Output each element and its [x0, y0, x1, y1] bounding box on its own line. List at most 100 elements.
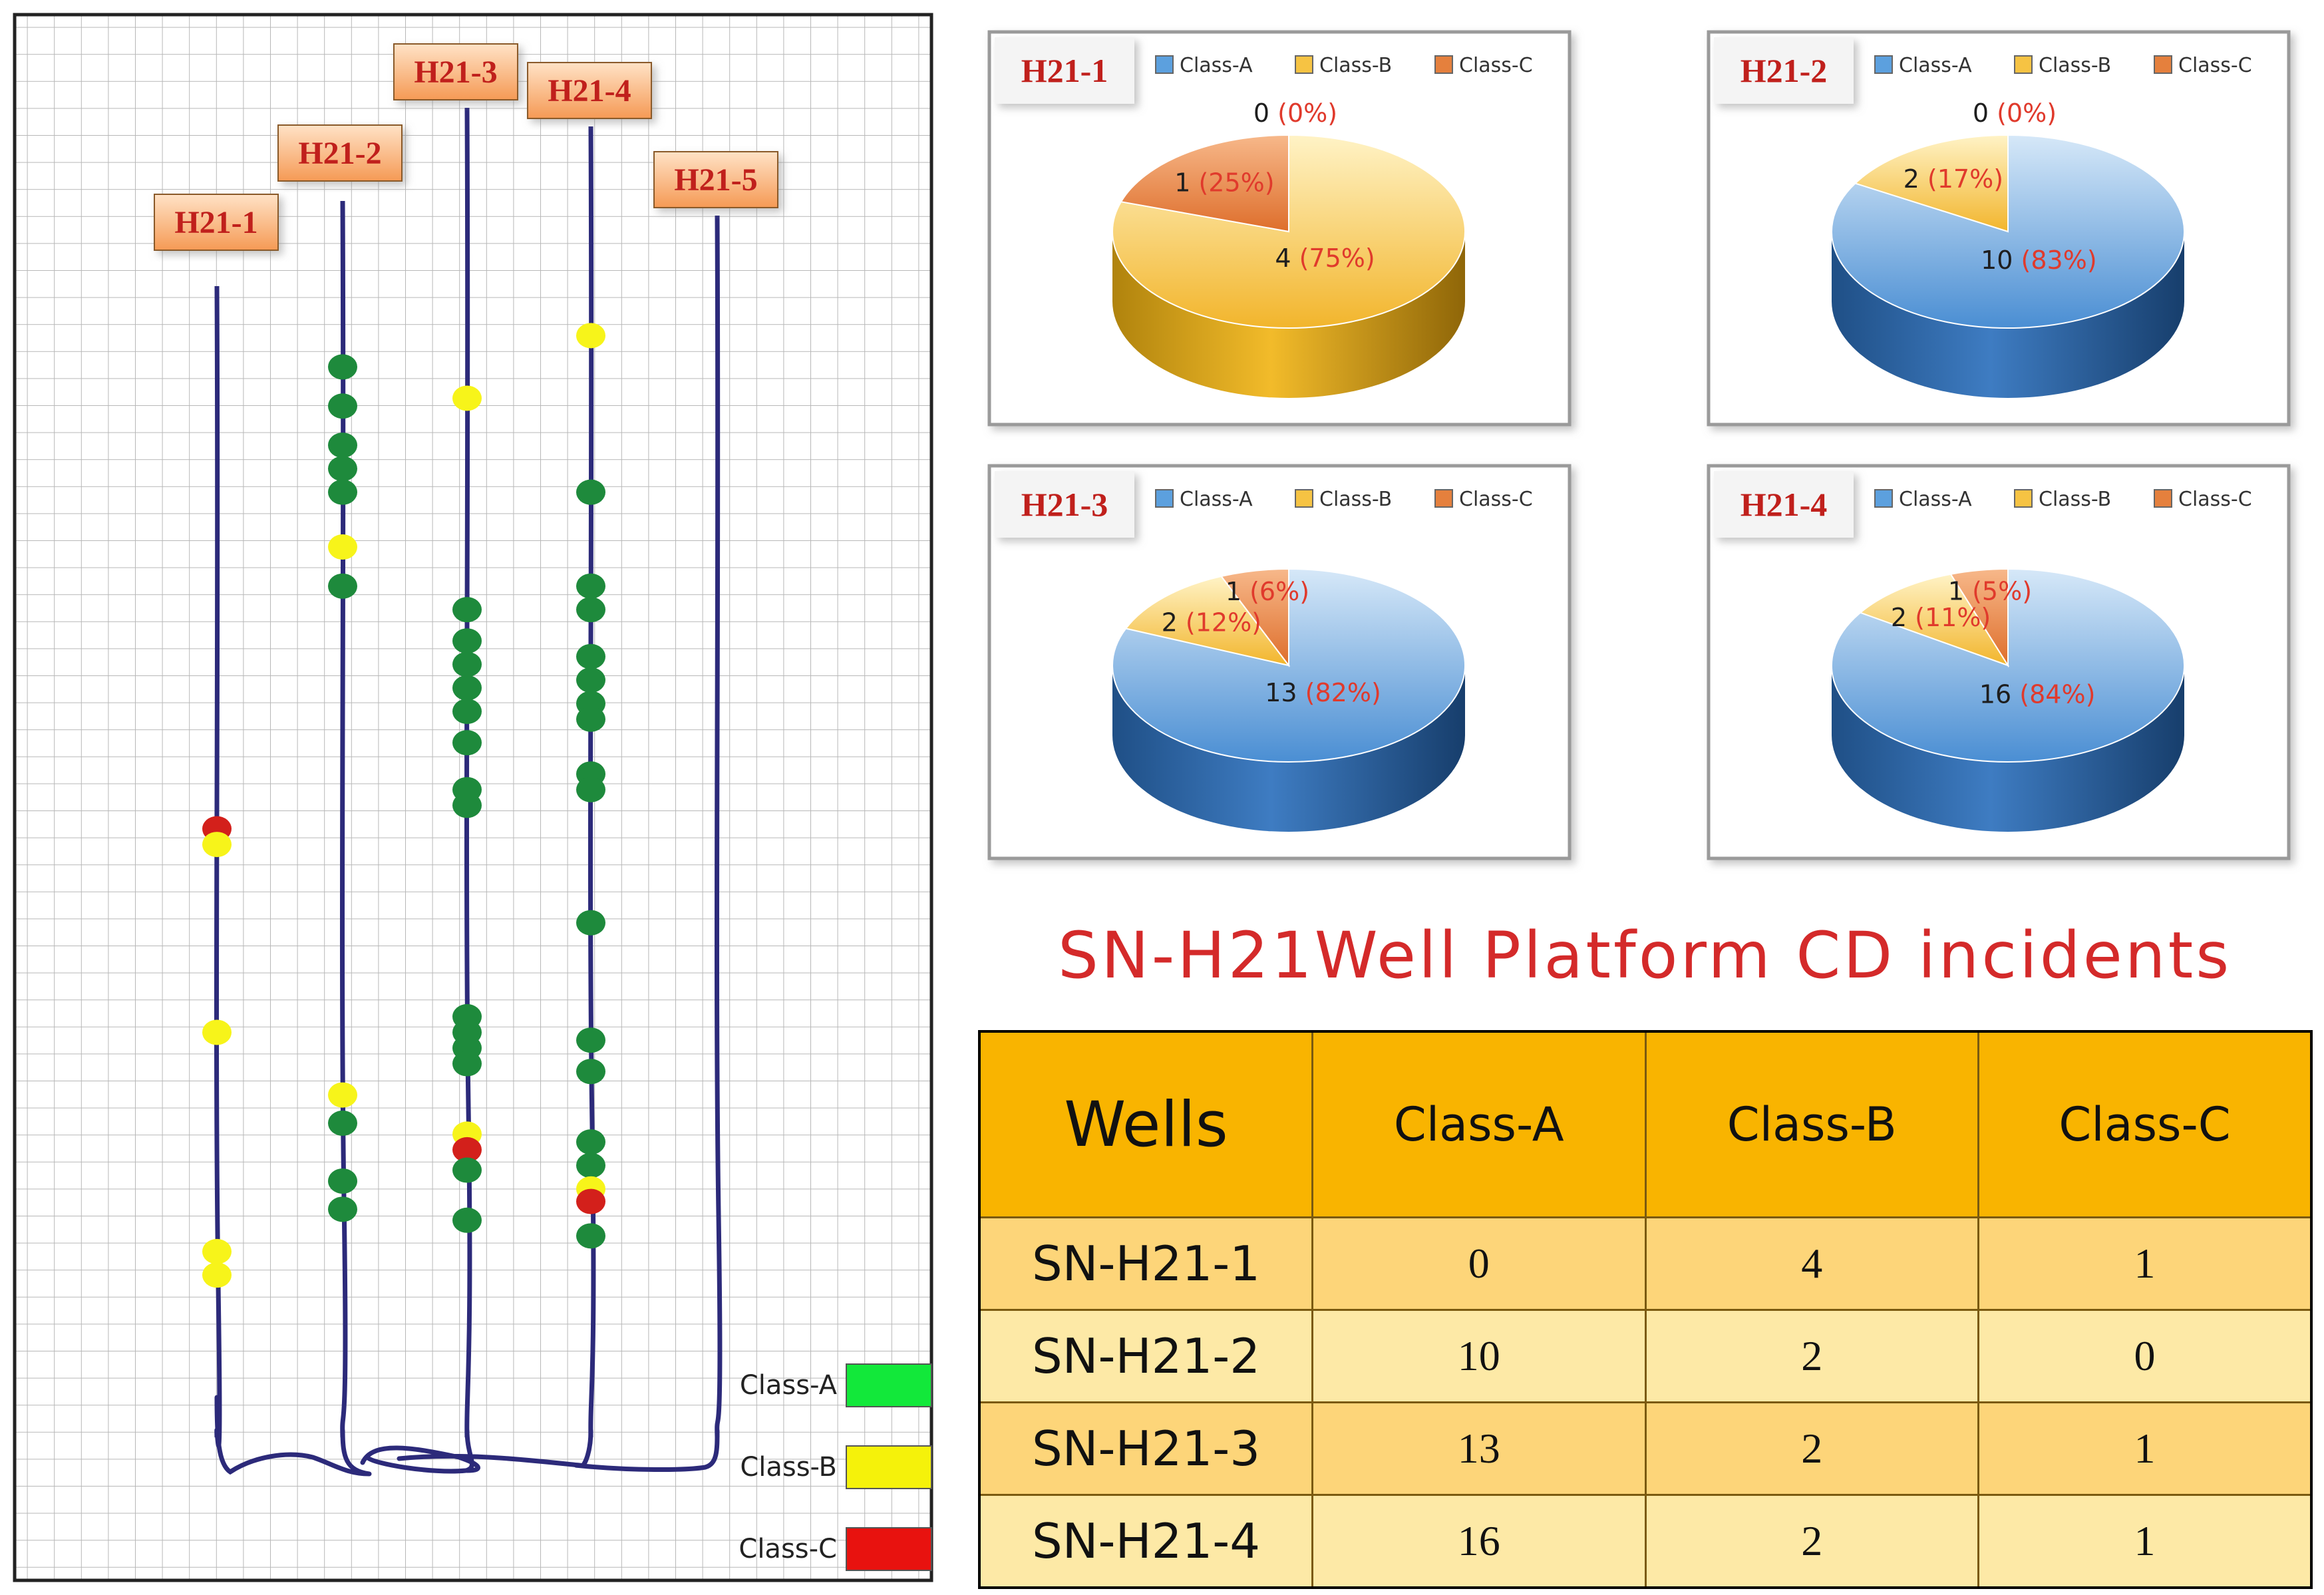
table-cell-class-b: 2: [1644, 1494, 1979, 1589]
pie-legend-swatch: [2014, 55, 2033, 74]
pie-slice-class-c: [1220, 568, 1289, 667]
pie-data-label: 1 (6%): [1226, 577, 1309, 606]
pie-label-count: 0: [1973, 98, 1997, 128]
table-row: SN-H21-2 10 2 0: [978, 1309, 2313, 1403]
pie-legend-swatch: [1295, 55, 1313, 74]
pie-legend-label: Class-B: [2039, 488, 2111, 511]
table-cell-class-a: 16: [1311, 1494, 1647, 1589]
pie-chart-h21-2: H21-2 Class-A Class-B Class-C 10 (83%) 2 (17%…: [1707, 30, 2291, 427]
well-tag: H21-1: [154, 194, 279, 251]
pie-label-percent: (12%): [1186, 608, 1261, 637]
pie-data-label: 16 (84%): [1979, 680, 2096, 709]
pie-slice-class-c: [1120, 134, 1289, 233]
well-tag-label: H21-5: [674, 162, 757, 198]
well-tag: H21-4: [527, 62, 652, 119]
table-cell-class-c: 1: [1977, 1494, 2313, 1589]
pie-label-percent: (83%): [2021, 246, 2097, 275]
well-tag-box: [653, 151, 778, 208]
panel-border: [13, 13, 933, 1582]
well-tag-label: H21-3: [414, 55, 497, 90]
table-cell-class-a: 13: [1311, 1401, 1647, 1496]
pie-label-count: 1: [1226, 577, 1249, 606]
pie-legend-label: Class-A: [1180, 54, 1253, 77]
figure-title: SN-H21Well Platform CD incidents: [1058, 918, 2232, 993]
pie-data-label: 0 (0%): [1253, 98, 1337, 128]
pie-legend-label: Class-B: [1319, 54, 1392, 77]
incident-marker-class-a: [328, 1168, 357, 1194]
pie-title: H21-3: [1021, 486, 1108, 523]
pie-legend-swatch: [1295, 489, 1313, 508]
pie-data-label: 4 (75%): [1275, 244, 1375, 273]
pie-label-percent: (84%): [2019, 680, 2095, 709]
incident-marker-class-a: [452, 651, 482, 677]
incident-marker-class-a: [452, 1051, 482, 1077]
incident-marker-class-a: [452, 675, 482, 701]
legend-swatch: [846, 1445, 932, 1489]
table-cell-class-a: 10: [1311, 1309, 1647, 1403]
pie-legend-label: Class-C: [1459, 488, 1533, 511]
incident-marker-class-a: [576, 573, 605, 599]
pie-label-percent: (0%): [1277, 98, 1337, 128]
incident-marker-class-b: [202, 1262, 232, 1288]
pie-label-count: 13: [1265, 678, 1305, 707]
incident-marker-class-b: [202, 1019, 232, 1045]
incident-marker-class-a: [576, 706, 605, 732]
pie-legend-label: Class-A: [1180, 488, 1253, 511]
incident-marker-class-a: [452, 1207, 482, 1233]
incident-marker-class-a: [328, 1196, 357, 1222]
pie-data-label: 2 (17%): [1904, 164, 2003, 194]
incident-marker-class-a: [328, 573, 357, 599]
pie-label-percent: (82%): [1305, 678, 1381, 707]
pie-data-label: 2 (12%): [1162, 608, 1261, 637]
pie-legend-swatch: [1155, 55, 1174, 74]
incident-marker-class-a: [576, 479, 605, 505]
table-header-row: Wells Class-A Class-B Class-C: [978, 1030, 2313, 1218]
pie-label-percent: (17%): [1927, 164, 2003, 194]
incident-marker-class-a: [576, 1223, 605, 1249]
legend-item-class-b: Class-B: [740, 1445, 932, 1489]
incident-marker-class-b: [576, 323, 605, 349]
pie-label-count: 10: [1981, 246, 2021, 275]
incident-marker-class-b: [202, 832, 232, 858]
pie-label-percent: (25%): [1198, 168, 1274, 197]
pie-slice-side: [1832, 665, 2184, 832]
pie-chart-h21-1: H21-1 Class-A Class-B Class-C 0 (0%) 4 (75%) 1…: [987, 30, 1572, 427]
table-cell-class-a: 0: [1311, 1216, 1647, 1311]
pie-data-label: 13 (82%): [1265, 678, 1381, 707]
pie-legend-swatch: [2154, 55, 2172, 74]
well-tag-box: [277, 124, 403, 182]
pie-legend-swatch: [2154, 489, 2172, 508]
pie-label-percent: (6%): [1249, 577, 1309, 606]
incident-marker-class-a: [328, 393, 357, 419]
pie-legend-swatch: [1155, 489, 1174, 508]
incident-marker-class-a: [576, 1129, 605, 1155]
legend-label: Class-A: [740, 1370, 838, 1401]
incident-marker-class-a: [328, 456, 357, 482]
well-tag: H21-3: [393, 43, 518, 100]
column-header-class-c: Class-C: [1977, 1030, 2313, 1218]
pie-title-box: [1714, 37, 1854, 104]
table-cell-well: SN-H21-1: [978, 1216, 1313, 1311]
pie-slice-side: [1112, 665, 1465, 832]
incident-marker-class-a: [452, 597, 482, 623]
pie-chart-h21-3: H21-3 Class-A Class-B Class-C 13 (82%) 2 (12%…: [987, 464, 1572, 860]
table-row: SN-H21-3 13 2 1: [978, 1401, 2313, 1496]
horizontal-well-connector: [214, 1395, 720, 1477]
pie-title: H21-2: [1741, 52, 1828, 89]
incident-marker-class-b: [202, 1238, 232, 1264]
well-tag-box: [527, 62, 652, 119]
pie-title-box: [1714, 471, 1854, 538]
pie-charts: H21-1 Class-A Class-B Class-C 0 (0%) 4 (75%) 1…: [987, 30, 2291, 860]
well-trajectory-panel: H21-1 H21-2 H21-3 H21-4 H21-5 Class-A Class-B…: [13, 13, 933, 1582]
table-cell-well: SN-H21-3: [978, 1401, 1313, 1496]
pie-slice-side: [1832, 232, 2184, 398]
table-cell-class-b: 4: [1644, 1216, 1979, 1311]
table-cell-class-b: 2: [1644, 1401, 1979, 1496]
well-h21-5: H21-5: [653, 151, 778, 1438]
pie-legend-swatch: [2014, 489, 2033, 508]
table-cell-class-c: 0: [1977, 1309, 2313, 1403]
table-cell-class-c: 1: [1977, 1401, 2313, 1496]
pie-title: H21-1: [1021, 52, 1108, 89]
incident-marker-class-a: [452, 628, 482, 654]
